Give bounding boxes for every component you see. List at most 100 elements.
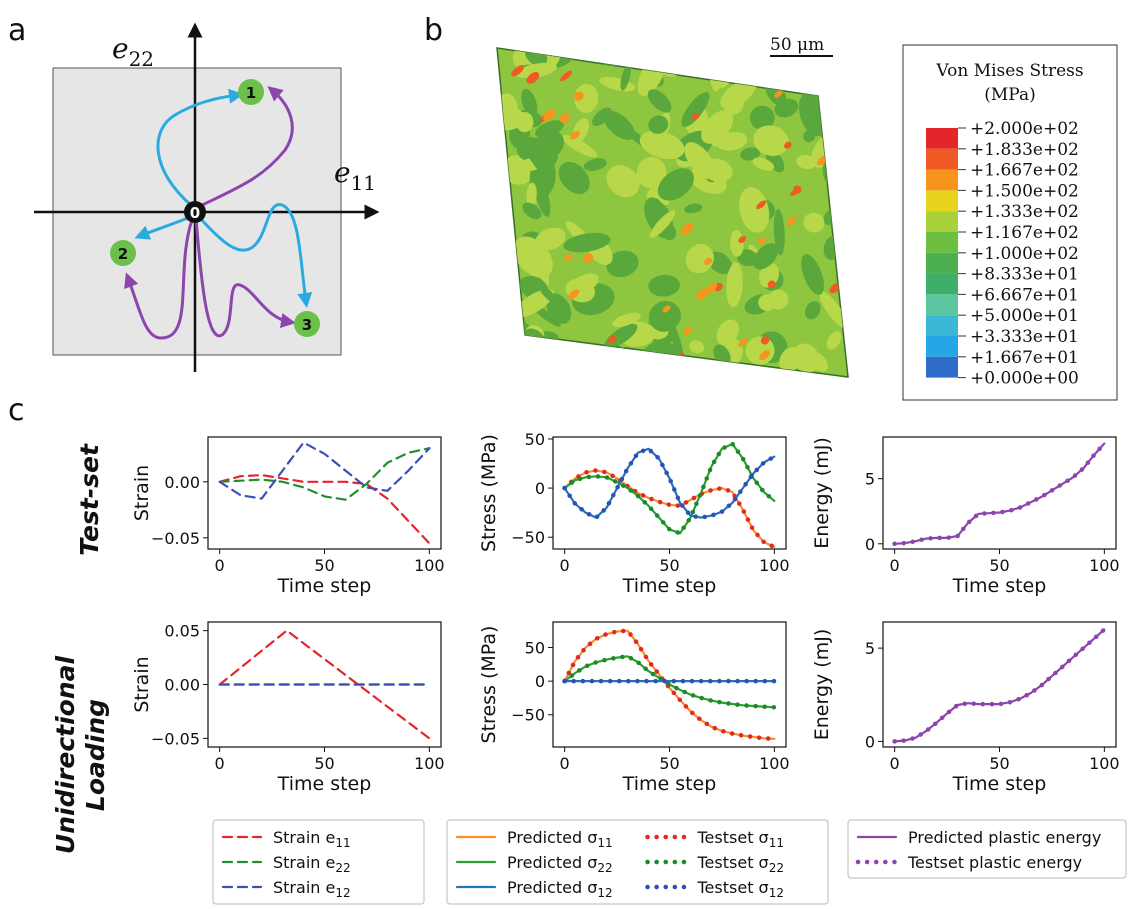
- stress-hotspot: [526, 72, 540, 84]
- legend-frame: [212, 819, 425, 905]
- x-tick-label: 100: [414, 754, 445, 773]
- mesh-region: [497, 281, 517, 310]
- stress-hotspot: [767, 280, 776, 289]
- mesh-region: [535, 120, 564, 138]
- y-tick-label: 0: [865, 732, 875, 751]
- series-e22-dash: [218, 447, 431, 501]
- panel-c-legends: Strain e11 Strain e22 Strain e12 Predicted …: [212, 819, 1127, 905]
- x-tick-label: 50: [314, 754, 334, 773]
- stress-hotspot: [570, 130, 580, 140]
- stress-legend-value: +8.333e+01: [970, 265, 1079, 285]
- series-s22_test-dot: [562, 441, 777, 536]
- stress-hotspot: [696, 288, 709, 300]
- mesh-region: [558, 161, 590, 194]
- mesh-region: [644, 197, 674, 239]
- stress-hotspot: [511, 65, 525, 77]
- legend-frame: [446, 819, 829, 905]
- mesh-region: [515, 62, 557, 79]
- row-label-1: UnidirectionalLoading: [51, 655, 110, 854]
- mesh-region: [779, 347, 801, 373]
- legend-2: Predicted plastic energy Testset plastic …: [847, 819, 1127, 879]
- series-e11-dash: [218, 474, 431, 545]
- mesh-region: [526, 182, 537, 209]
- y-tick-label: −0.05: [151, 529, 200, 548]
- node-0-label: 0: [190, 204, 200, 222]
- stress-legend-value: +1.667e+02: [970, 161, 1079, 181]
- stress-legend-value: +1.500e+02: [970, 181, 1079, 201]
- mesh-region: [748, 64, 775, 80]
- node-3-circle: [294, 311, 320, 337]
- stress-legend-value: +2.000e+02: [970, 119, 1079, 139]
- mesh-region: [684, 203, 703, 214]
- stress-hotspot: [704, 257, 713, 266]
- stress-hotspot: [738, 236, 747, 244]
- stress-legend-color-6: [926, 252, 958, 274]
- node-2-label: 2: [118, 245, 128, 263]
- y-tick-label: 50: [525, 430, 545, 449]
- x-tick-label: 100: [1089, 754, 1120, 773]
- legend-entry-label: Strain e11: [273, 828, 351, 850]
- legend-0: Strain e11 Strain e22 Strain e12: [212, 819, 425, 905]
- panel-letter-b: b: [424, 13, 443, 48]
- stress-legend-value: +1.333e+02: [970, 202, 1079, 222]
- mesh-region: [730, 230, 744, 257]
- y-axis-label: Strain: [131, 465, 153, 521]
- mesh-region: [620, 64, 631, 91]
- mesh-region: [522, 202, 542, 220]
- e22-axis-label: e22: [112, 32, 154, 71]
- y-tick-label: 50: [525, 639, 545, 658]
- x-tick-label: 0: [215, 556, 225, 575]
- legend-entry-label: Predicted plastic energy: [908, 828, 1101, 847]
- stress-hotspot: [607, 335, 617, 344]
- x-tick-label: 100: [1089, 556, 1120, 575]
- y-tick-label: 5: [865, 639, 875, 658]
- series-energy-solid: [893, 628, 1106, 743]
- mesh-region: [532, 131, 565, 162]
- x-axis-label: Time step: [952, 773, 1047, 795]
- mesh-region: [758, 294, 776, 312]
- x-tick-label: 50: [989, 556, 1009, 575]
- y-axis-label: Energy (mJ): [811, 629, 833, 741]
- legend-entry-label: Predicted σ12: [507, 878, 613, 900]
- chart-strain_test: 0 50 100 −0.05 0.00 Time step Strain: [131, 436, 445, 597]
- mesh-region: [739, 187, 770, 233]
- mesh-region: [818, 290, 848, 329]
- stress-hotspot: [683, 326, 693, 335]
- mesh-region: [515, 112, 534, 133]
- x-axis-label: Time step: [277, 773, 372, 795]
- node-2: 2: [110, 240, 136, 266]
- mesh-region: [648, 274, 680, 297]
- node-3-label: 3: [302, 316, 312, 334]
- load-path-purple-2: [124, 219, 194, 340]
- legend-entry-label: Testset σ12: [697, 878, 784, 900]
- node-0: 0: [184, 201, 206, 223]
- load-path-blue-3: [198, 203, 313, 308]
- panel-a-schematic: e22 e11 0 1 2 3: [34, 22, 380, 372]
- stress-hotspot: [784, 141, 792, 149]
- chart-frame: [552, 436, 787, 550]
- mesh-region: [806, 350, 828, 372]
- stress-legend-color-7: [926, 273, 958, 295]
- stress-legend-value: +1.167e+02: [970, 223, 1079, 243]
- stress-hotspot: [543, 109, 556, 121]
- mesh-region: [826, 331, 842, 350]
- stress-legend-color-1: [926, 148, 958, 170]
- y-tick-label: 5: [865, 470, 875, 489]
- mesh-region: [574, 83, 599, 113]
- stress-hotspot: [680, 222, 694, 235]
- legend-1: Predicted σ11 Predicted σ22 Predicted σ12 T…: [446, 819, 829, 905]
- y-tick-label: −50: [511, 706, 545, 725]
- mesh-region: [720, 78, 757, 109]
- mesh-region: [497, 292, 519, 319]
- series-s12_test-dot: [562, 446, 777, 520]
- mesh-region: [684, 142, 716, 179]
- mesh-region: [685, 243, 714, 274]
- mesh-region: [649, 210, 676, 239]
- y-tick-label: −50: [511, 528, 545, 547]
- series-energy-dot: [892, 627, 1107, 744]
- node-0-circle: [184, 201, 206, 223]
- x-tick-label: 50: [989, 754, 1009, 773]
